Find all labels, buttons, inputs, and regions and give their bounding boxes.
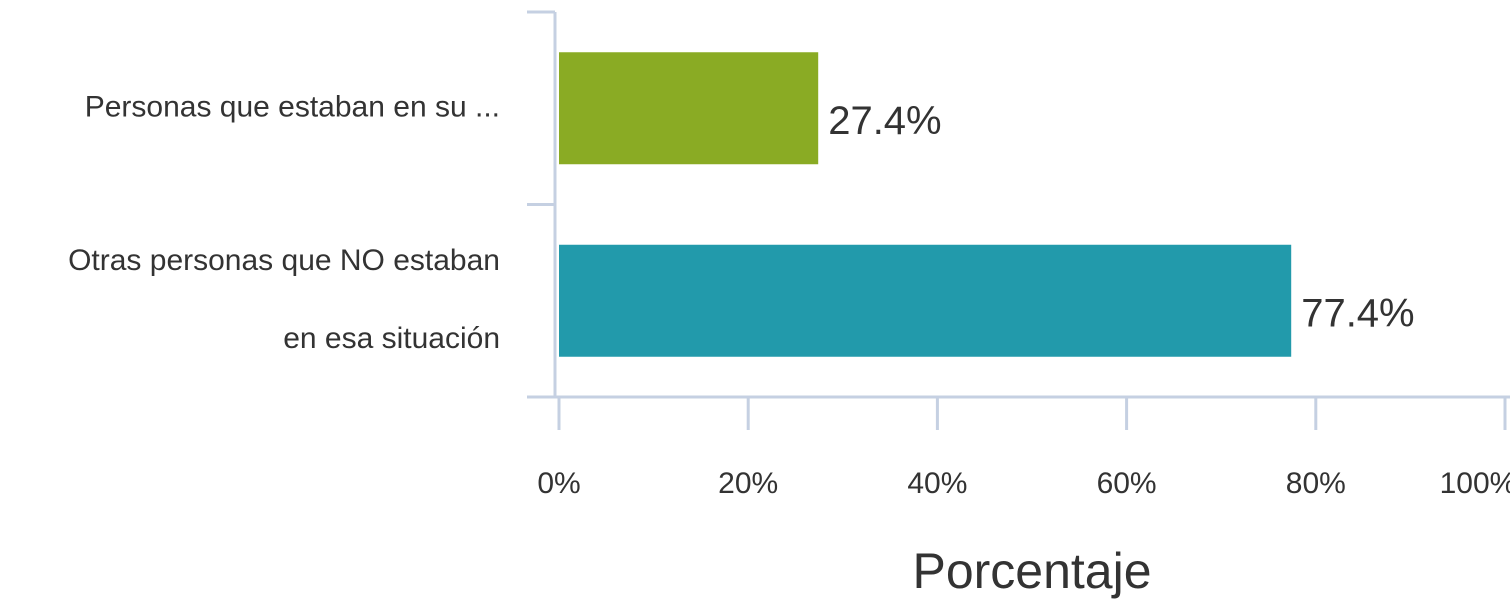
x-axis-title: Porcentaje bbox=[912, 543, 1151, 599]
bar bbox=[559, 52, 819, 165]
x-tick-label: 40% bbox=[907, 467, 967, 500]
x-tick-label: 80% bbox=[1286, 467, 1346, 500]
bar bbox=[559, 244, 1292, 357]
x-tick-label: 100% bbox=[1440, 467, 1510, 500]
x-tick-label: 20% bbox=[718, 467, 778, 500]
value-label: 77.4% bbox=[1301, 291, 1414, 335]
x-tick-label: 60% bbox=[1097, 467, 1157, 500]
category-label: Otras personas que NO estaban en esa situ… bbox=[68, 244, 500, 355]
value-label: 27.4% bbox=[828, 99, 941, 143]
category-label: Personas que estaban en su ... bbox=[85, 90, 500, 123]
x-tick-label: 0% bbox=[537, 467, 580, 500]
